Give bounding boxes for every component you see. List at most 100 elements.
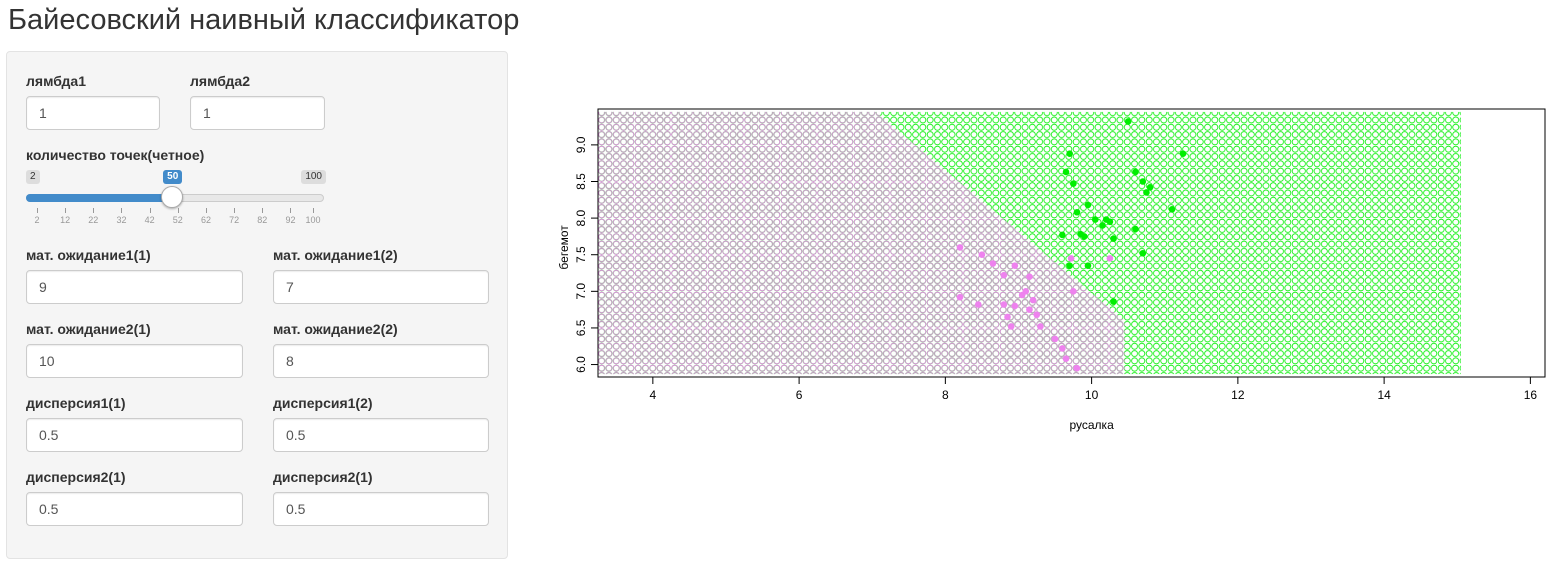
slider-tick [149,208,151,213]
slider-max-label: 100 [301,170,326,184]
data-point-class-2 [1073,208,1081,216]
data-point-class-1 [1011,302,1019,310]
slider-tick [262,208,264,213]
slider-tick [121,208,123,213]
slider-tick-label: 100 [305,215,321,225]
mu2-1-label: мат. ожидание2(1) [26,321,151,337]
data-point-class-2 [1066,150,1073,157]
data-point-class-2 [1070,180,1077,187]
d1-2-input[interactable]: 0.5 [273,418,489,452]
slider-tick-label: 12 [60,215,71,225]
region-class-1 [598,111,1125,375]
mu2-2-label: мат. ожидание2(2) [273,321,398,337]
y-tick-label: 9.0 [574,136,588,153]
mu1-1-label: мат. ожидание1(1) [26,247,151,263]
plot-frame [597,108,1546,378]
d2-2-input[interactable]: 0.5 [273,492,489,526]
x-tick-label: 4 [650,388,657,402]
slider-tick [65,208,67,213]
x-tick-label: 6 [796,388,803,402]
data-point-class-2 [1179,150,1187,157]
data-point-class-1 [1000,301,1008,308]
data-point-class-2 [1124,118,1132,125]
data-point-class-2 [1084,201,1092,209]
mu2-1-input[interactable]: 10 [26,344,243,378]
data-point-class-1 [1067,255,1075,262]
data-point-class-1 [1051,335,1059,343]
slider-tick-label: 62 [200,215,211,225]
data-point-class-1 [1026,273,1033,280]
data-point-class-1 [1070,288,1077,295]
slider-tick-label: 32 [116,215,127,225]
lambda2-label: лямбда2 [190,73,250,89]
y-tick-label: 6.0 [574,356,588,373]
points-slider-label: количество точек(четное) [26,147,205,163]
y-tick-label: 8.0 [574,209,588,226]
d2-1-label: дисперсия2(1) [26,469,126,485]
data-point-class-1 [1007,323,1015,330]
decision-regions [598,111,1461,375]
lambda1-label: лямбда1 [26,73,86,89]
slider-tick-label: 42 [144,215,155,225]
data-point-class-2 [1106,218,1114,226]
data-points [956,118,1187,372]
slider-tick-label: 82 [257,215,268,225]
x-axis: 4 6 8 10 12 14 16 [650,377,1537,402]
d1-1-input[interactable]: 0.5 [26,418,243,452]
slider-tick [205,208,207,213]
x-tick-label: 8 [942,388,949,402]
points-slider[interactable]: 2 100 50 2 12 22 32 42 52 62 72 82 92 100 [26,170,326,230]
data-point-class-2 [1110,235,1117,242]
d2-2-label: дисперсия2(1) [273,469,373,485]
page-title: Байесовский наивный классификатор [8,4,520,36]
data-point-class-2 [1059,231,1066,239]
lambda1-input[interactable]: 1 [26,96,160,130]
x-tick-label: 14 [1377,388,1391,402]
data-point-class-2 [1091,216,1099,223]
lambda2-input[interactable]: 1 [190,96,325,130]
x-tick-label: 12 [1231,388,1245,402]
data-point-class-2 [1062,168,1070,176]
data-point-class-2 [1139,249,1147,257]
data-point-class-1 [1011,262,1019,269]
d2-1-input[interactable]: 0.5 [26,492,243,526]
data-point-class-2 [1168,206,1176,213]
data-point-class-1 [1073,364,1081,372]
y-tick-label: 6.5 [574,319,588,336]
mu1-2-input[interactable]: 7 [273,270,489,304]
y-axis: 6.0 6.5 7.0 7.5 8.0 8.5 9.0 [574,136,598,373]
sidebar-panel [6,51,508,559]
d1-2-label: дисперсия1(2) [273,395,373,411]
slider-fill [26,194,173,202]
data-point-class-2 [1099,222,1106,229]
slider-tick [177,208,179,213]
data-point-class-2 [1132,168,1139,176]
data-point-class-1 [978,251,986,259]
data-point-class-1 [989,260,997,267]
slider-min-label: 2 [26,170,40,184]
data-point-class-1 [974,301,982,308]
slider-tick-label: 72 [229,215,240,225]
slider-tick [313,208,314,213]
slider-tick-label: 22 [88,215,99,225]
data-point-class-1 [1026,306,1033,313]
data-point-class-2 [1146,184,1154,191]
x-tick-label: 10 [1085,388,1099,402]
mu2-2-input[interactable]: 8 [273,344,489,378]
slider-tick [37,208,38,213]
mu1-2-label: мат. ожидание1(2) [273,247,398,263]
y-tick-label: 7.0 [574,283,588,300]
data-point-class-1 [956,244,964,251]
data-point-class-1 [956,293,964,301]
data-point-class-2 [1132,225,1139,233]
slider-handle[interactable] [161,186,184,208]
x-axis-label: русалка [1069,418,1114,432]
data-point-class-2 [1066,262,1073,269]
data-point-class-1 [1029,296,1037,304]
slider-value-label: 50 [163,170,183,184]
data-point-class-1 [1033,311,1041,319]
data-point-class-1 [1000,271,1008,279]
slider-tick [234,208,236,213]
data-point-class-1 [1004,313,1011,321]
mu1-1-input[interactable]: 9 [26,270,243,304]
